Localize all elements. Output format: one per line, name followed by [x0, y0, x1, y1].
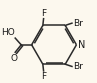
Text: Br: Br [73, 62, 83, 71]
Text: N: N [78, 40, 86, 50]
Text: F: F [41, 72, 46, 81]
Text: O: O [11, 54, 18, 63]
Text: HO: HO [1, 28, 14, 37]
Text: F: F [41, 9, 46, 18]
Text: Br: Br [73, 19, 83, 28]
